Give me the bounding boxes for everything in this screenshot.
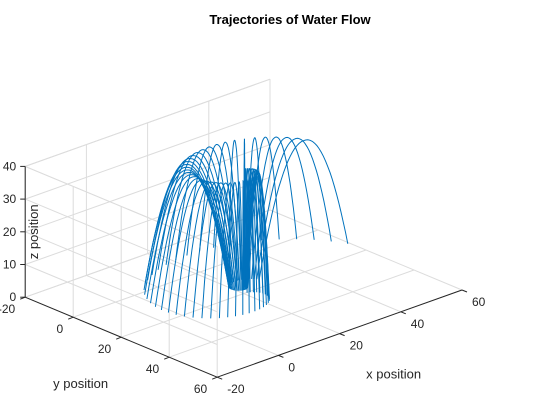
trajectory-line bbox=[186, 146, 236, 282]
top-edge bbox=[25, 165, 218, 247]
x-tick bbox=[217, 376, 223, 380]
trajectory-line bbox=[157, 154, 232, 284]
trajectory-line bbox=[201, 182, 238, 319]
trajectory-line bbox=[228, 139, 242, 280]
y-tick-label: 0 bbox=[57, 322, 64, 336]
z-tick-label: 40 bbox=[3, 159, 17, 173]
x-tick-label: 40 bbox=[411, 317, 425, 331]
trajectory-line bbox=[235, 181, 243, 317]
x-tick bbox=[400, 311, 406, 315]
x-tick-label: 20 bbox=[350, 339, 364, 353]
series-layer bbox=[143, 136, 349, 319]
y-tick bbox=[116, 336, 122, 340]
trajectory-line bbox=[251, 136, 298, 279]
y-tick bbox=[212, 376, 218, 380]
x-tick-label: -20 bbox=[227, 382, 245, 396]
x-tick-label: 60 bbox=[472, 295, 486, 309]
y-axis-label: y position bbox=[53, 376, 108, 391]
wall-gridline-z2 bbox=[25, 111, 271, 200]
floor-gridline-y bbox=[169, 269, 415, 358]
trajectory-line bbox=[175, 149, 234, 283]
trajectory-line bbox=[210, 182, 240, 319]
y-tick bbox=[164, 356, 170, 360]
trajectory-line bbox=[245, 137, 263, 280]
y-tick-label: 40 bbox=[146, 362, 160, 376]
z-tick-label: 10 bbox=[3, 258, 17, 272]
x-tick bbox=[339, 333, 345, 337]
wall-gridline-z bbox=[25, 231, 218, 313]
y-tick-label: 60 bbox=[194, 382, 208, 396]
wall-gridline-z bbox=[25, 264, 218, 345]
z-tick-label: 0 bbox=[10, 290, 17, 304]
floor-gridline-y bbox=[73, 229, 319, 318]
chart-title: Trajectories of Water Flow bbox=[209, 12, 371, 27]
floor-gridline-y bbox=[121, 249, 367, 338]
z-axis-label: z position bbox=[26, 204, 41, 259]
trajectory-line bbox=[256, 137, 332, 280]
y-tick bbox=[68, 316, 74, 320]
top-edge bbox=[25, 78, 271, 167]
y-tick-label: -20 bbox=[0, 302, 16, 316]
trajectory-line bbox=[213, 141, 240, 281]
trajectory-line bbox=[165, 151, 233, 283]
trajectory-line bbox=[242, 179, 244, 315]
wall-gridline-z2 bbox=[25, 144, 271, 233]
trajectory-line bbox=[246, 173, 269, 303]
trajectory-line bbox=[258, 139, 349, 280]
wall-gridline-z bbox=[25, 198, 218, 280]
trajectory-line bbox=[160, 177, 232, 310]
x-tick bbox=[461, 289, 468, 293]
z-tick-label: 30 bbox=[3, 192, 17, 206]
trajectory-line bbox=[151, 157, 231, 285]
z-tick-label: 20 bbox=[3, 225, 17, 239]
axis-layer bbox=[20, 165, 468, 380]
trajectory-line bbox=[243, 138, 246, 280]
trajectory-line bbox=[253, 136, 315, 280]
trajectory-line bbox=[199, 144, 238, 281]
x-axis-label: x position bbox=[366, 367, 421, 382]
x-tick-label: 0 bbox=[288, 360, 295, 374]
trajectory-line bbox=[227, 181, 242, 318]
trajectory-line bbox=[248, 136, 280, 279]
x-tick bbox=[278, 354, 284, 358]
y-tick-label: 20 bbox=[98, 342, 112, 356]
trajectory-line bbox=[246, 176, 264, 308]
